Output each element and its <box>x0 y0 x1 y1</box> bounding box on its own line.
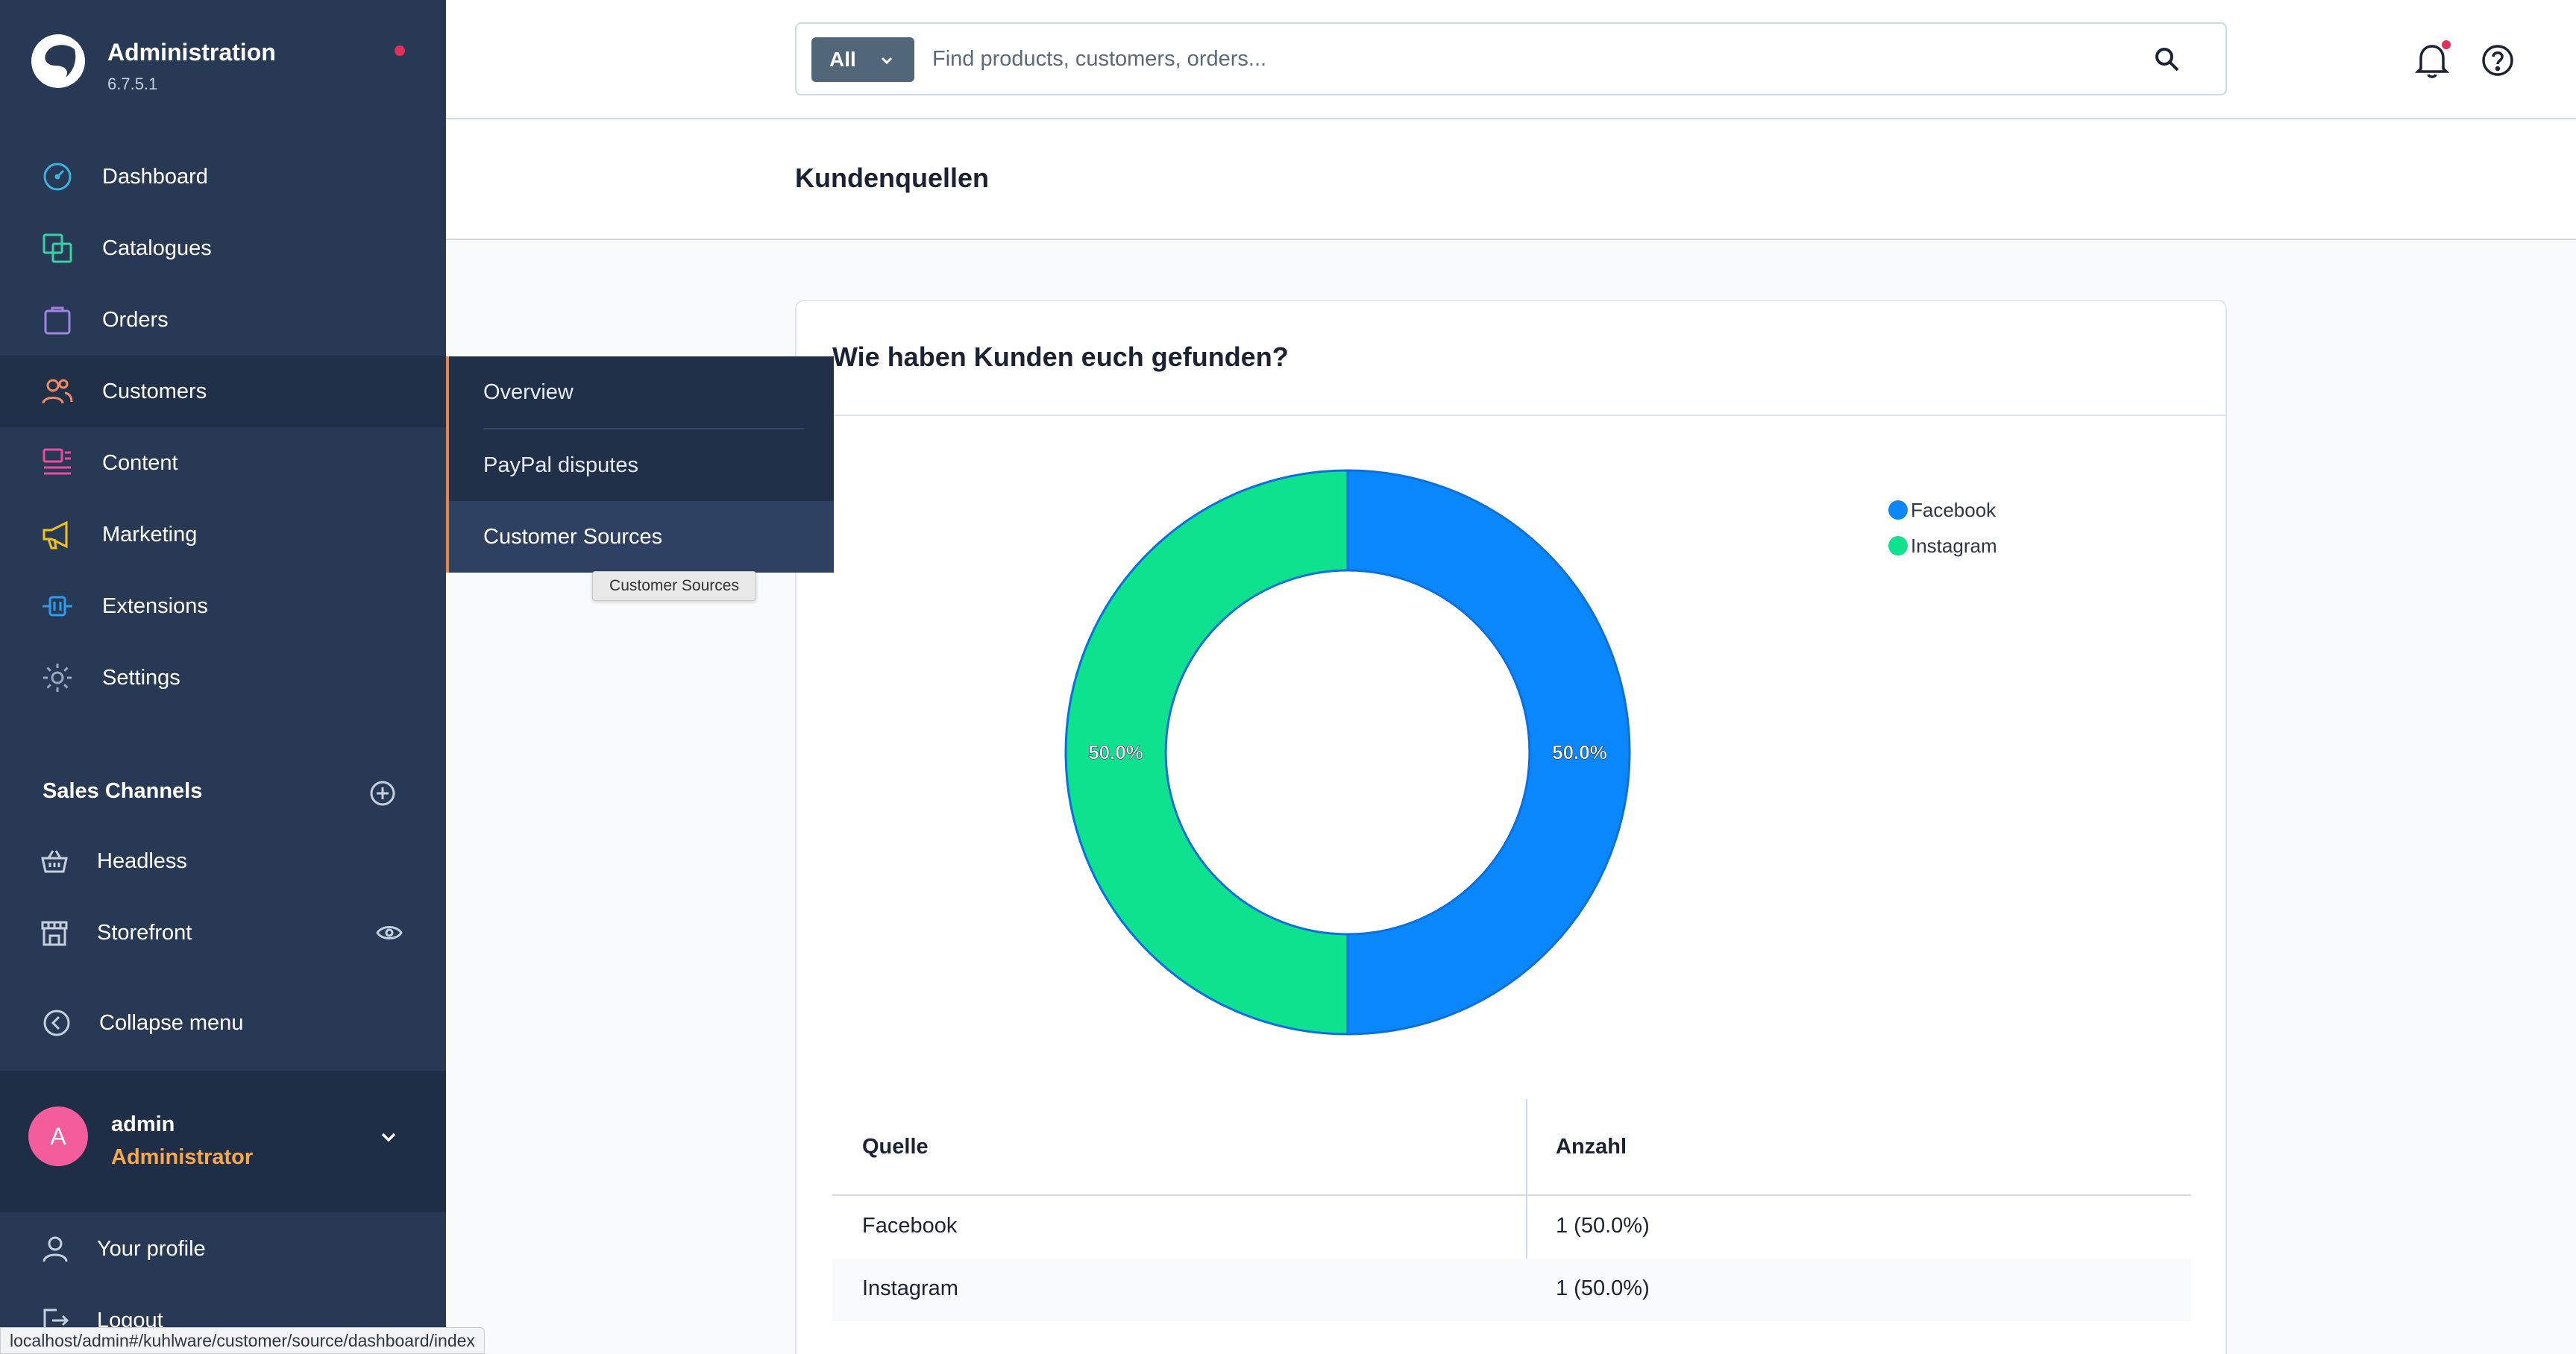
your-profile-link[interactable]: Your profile <box>0 1215 446 1282</box>
content-icon <box>43 448 71 475</box>
customer-sources-card: Wie haben Kunden euch gefunden? 50.0% 50.… <box>795 300 2227 1354</box>
users-icon <box>42 379 73 404</box>
nav-label: Dashboard <box>102 164 208 189</box>
nav-item-dashboard[interactable]: Dashboard <box>0 141 446 212</box>
sales-channel-label: Storefront <box>97 920 192 945</box>
flyout-item-paypal-disputes[interactable]: PayPal disputes <box>483 453 638 477</box>
megaphone-icon <box>43 520 68 550</box>
nav-label: Content <box>102 450 178 475</box>
table-row: Facebook 1 (50.0%) <box>832 1196 2191 1259</box>
flyout-item-overview[interactable]: Overview <box>483 380 574 404</box>
card-title: Wie haben Kunden euch gefunden? <box>832 341 1289 372</box>
nav-item-extensions[interactable]: Extensions <box>0 570 446 642</box>
nav-item-catalogues[interactable]: Catalogues <box>0 212 446 284</box>
slice-percent-label: 50.0% <box>1088 741 1143 763</box>
top-bar: All <box>446 0 2576 119</box>
nav-label: Orders <box>102 307 169 332</box>
chevron-down-icon <box>881 57 893 65</box>
shopware-logo-icon[interactable] <box>30 33 87 89</box>
legend-item[interactable]: Facebook <box>1888 492 1997 528</box>
chevron-down-icon[interactable] <box>377 1126 400 1148</box>
search-type-label: All <box>829 48 856 71</box>
search-input[interactable] <box>932 24 2140 94</box>
legend-label: Facebook <box>1911 498 1997 521</box>
help-icon[interactable] <box>2481 43 2515 78</box>
catalogue-icon <box>43 233 72 263</box>
brand-version: 6.7.5.1 <box>107 75 158 93</box>
column-divider <box>1526 1099 1527 1320</box>
nav-label: Settings <box>102 665 180 690</box>
sidebar: Administration 6.7.5.1 Dashboard Catalog… <box>0 0 446 1354</box>
user-menu[interactable]: A admin Administrator <box>0 1071 446 1212</box>
nav-item-content[interactable]: Content <box>0 427 446 499</box>
legend-swatch <box>1888 536 1908 555</box>
user-icon <box>43 1236 68 1262</box>
global-search: All <box>795 22 2227 95</box>
page-header: Kundenquellen <box>446 121 2576 240</box>
basket-icon <box>41 850 68 873</box>
collapse-menu-label: Collapse menu <box>99 1010 244 1035</box>
legend-item[interactable]: Instagram <box>1888 528 1997 564</box>
nav-item-marketing[interactable]: Marketing <box>0 499 446 570</box>
sales-channel-headless[interactable]: Headless <box>0 828 446 895</box>
brand-title: Administration <box>107 39 276 66</box>
status-bar-url: localhost/admin#/kuhlware/customer/sourc… <box>0 1327 485 1354</box>
eye-icon[interactable] <box>376 919 403 946</box>
your-profile-label: Your profile <box>97 1236 206 1261</box>
legend-swatch <box>1888 500 1908 520</box>
table-cell: Instagram <box>862 1276 958 1300</box>
gear-icon <box>43 664 72 692</box>
table-header: Quelle Anzahl <box>832 1099 2191 1196</box>
notification-badge <box>2440 39 2452 51</box>
gauge-icon <box>43 163 72 191</box>
table-cell: 1 (50.0%) <box>1556 1276 1650 1300</box>
table-row: Instagram 1 (50.0%) <box>832 1259 2191 1321</box>
bell-icon[interactable] <box>2413 40 2451 81</box>
table-cell: Facebook <box>862 1214 958 1238</box>
user-role: Administrator <box>111 1145 254 1169</box>
table-cell: 1 (50.0%) <box>1556 1214 1650 1238</box>
sales-channel-label: Headless <box>97 848 187 873</box>
page-title: Kundenquellen <box>795 163 989 193</box>
brand-header: Administration 6.7.5.1 <box>0 0 446 134</box>
donut-slice-facebook[interactable] <box>1346 469 1631 1036</box>
flyout-divider <box>483 428 804 429</box>
user-name: admin <box>111 1112 175 1136</box>
column-header: Quelle <box>862 1135 929 1159</box>
chevron-left-circle-icon <box>43 1010 70 1036</box>
avatar: A <box>28 1106 88 1166</box>
flyout-item-customer-sources[interactable]: Customer Sources <box>449 501 834 573</box>
nav-item-settings[interactable]: Settings <box>0 642 446 714</box>
nav-label: Marketing <box>102 522 198 547</box>
collapse-menu-button[interactable]: Collapse menu <box>0 989 446 1057</box>
sources-table: Quelle Anzahl Facebook 1 (50.0%) Instagr… <box>832 1099 2191 1321</box>
storefront-icon <box>41 921 68 946</box>
sales-channel-storefront[interactable]: Storefront <box>0 899 446 966</box>
slice-percent-label: 50.0% <box>1552 741 1607 763</box>
shopping-bag-icon <box>44 306 71 335</box>
customers-flyout-menu: Overview PayPal disputes Customer Source… <box>446 356 834 573</box>
tooltip: Customer Sources <box>592 571 756 601</box>
plug-icon <box>43 596 72 617</box>
sales-channels-title: Sales Channels <box>43 779 203 803</box>
donut-chart: 50.0% 50.0% <box>1064 469 1631 1036</box>
nav-item-customers[interactable]: Customers <box>0 356 446 427</box>
legend-label: Instagram <box>1911 534 1997 557</box>
chart-legend: Facebook Instagram <box>1888 492 1997 564</box>
nav-label: Catalogues <box>102 236 212 260</box>
notification-dot <box>395 45 405 56</box>
add-sales-channel-icon[interactable] <box>368 779 397 807</box>
search-type-dropdown[interactable]: All <box>811 37 914 82</box>
column-header: Anzahl <box>1556 1135 1627 1159</box>
nav-item-orders[interactable]: Orders <box>0 284 446 356</box>
donut-slice-instagram[interactable] <box>1064 469 1349 1036</box>
search-icon[interactable] <box>2152 45 2182 75</box>
nav-label: Extensions <box>102 593 208 618</box>
nav-label: Customers <box>102 379 207 403</box>
card-divider <box>797 415 2225 416</box>
